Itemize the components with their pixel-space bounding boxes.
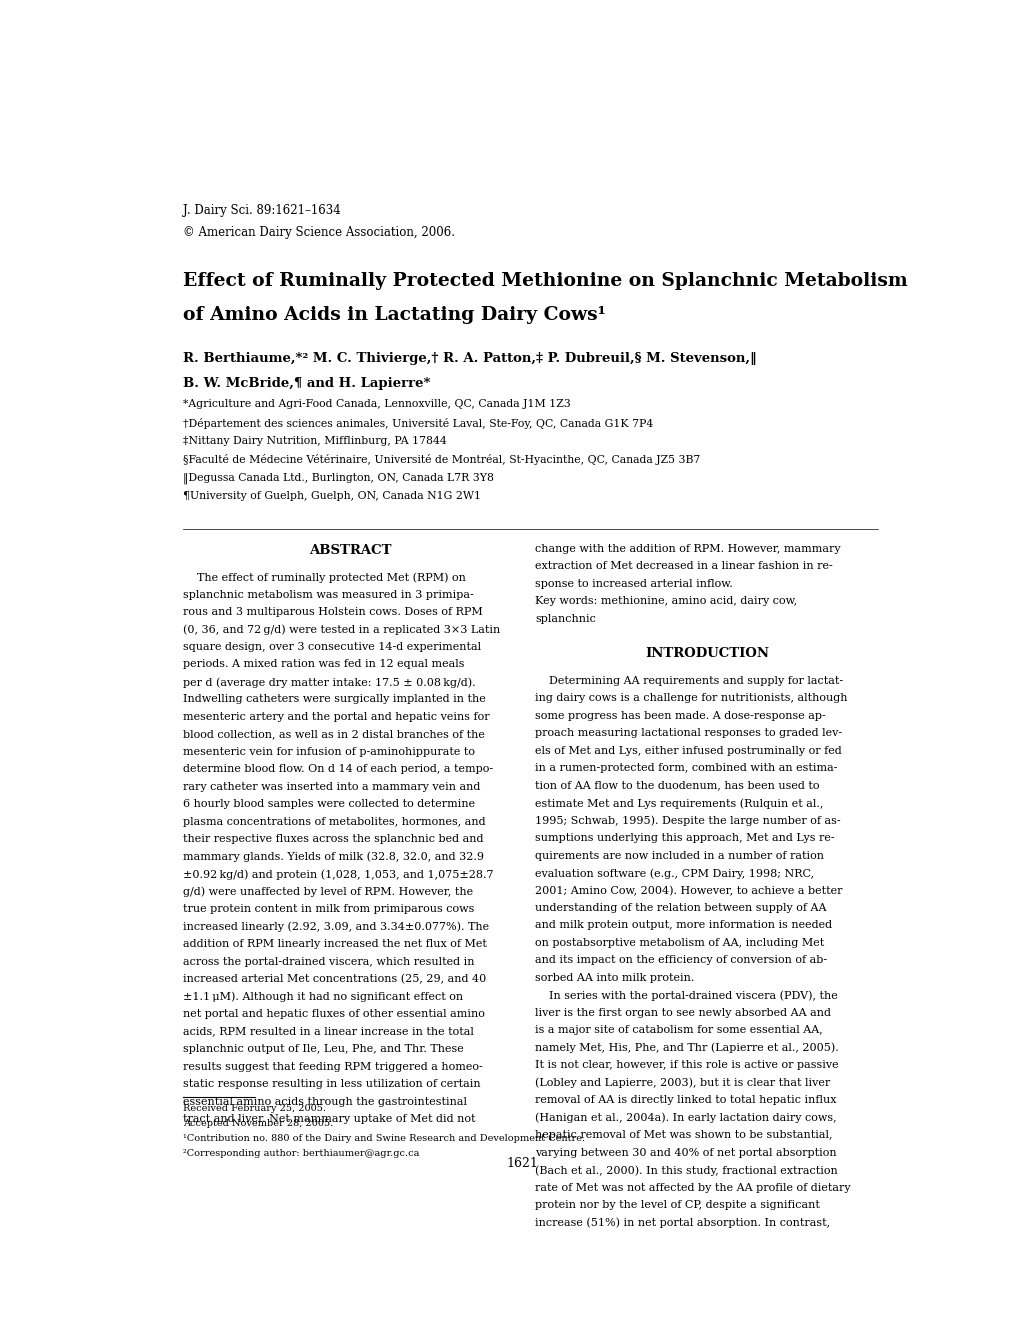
- Text: In series with the portal-drained viscera (PDV), the: In series with the portal-drained viscer…: [535, 990, 838, 1001]
- Text: splanchnic: splanchnic: [535, 614, 596, 623]
- Text: (Hanigan et al., 2004a). In early lactation dairy cows,: (Hanigan et al., 2004a). In early lactat…: [535, 1113, 837, 1123]
- Text: splanchnic metabolism was measured in 3 primipa-: splanchnic metabolism was measured in 3 …: [182, 590, 473, 599]
- Text: results suggest that feeding RPM triggered a homeo-: results suggest that feeding RPM trigger…: [182, 1061, 482, 1072]
- Text: §Faculté de Médecine Vétérinaire, Université de Montréal, St-Hyacinthe, QC, Cana: §Faculté de Médecine Vétérinaire, Univer…: [182, 454, 699, 465]
- Text: extraction of Met decreased in a linear fashion in re-: extraction of Met decreased in a linear …: [535, 561, 833, 572]
- Text: ing dairy cows is a challenge for nutritionists, although: ing dairy cows is a challenge for nutrit…: [535, 693, 847, 704]
- Text: tract and liver. Net mammary uptake of Met did not: tract and liver. Net mammary uptake of M…: [182, 1114, 475, 1125]
- Text: Key words: methionine, amino acid, dairy cow,: Key words: methionine, amino acid, dairy…: [535, 597, 797, 606]
- Text: 1995; Schwab, 1995). Despite the large number of as-: 1995; Schwab, 1995). Despite the large n…: [535, 816, 841, 826]
- Text: 1621: 1621: [506, 1156, 538, 1170]
- Text: rary catheter was inserted into a mammary vein and: rary catheter was inserted into a mammar…: [182, 781, 480, 792]
- Text: ¹Contribution no. 880 of the Dairy and Swine Research and Development Centre.: ¹Contribution no. 880 of the Dairy and S…: [182, 1134, 584, 1143]
- Text: The effect of ruminally protected Met (RPM) on: The effect of ruminally protected Met (R…: [182, 572, 466, 582]
- Text: 6 hourly blood samples were collected to determine: 6 hourly blood samples were collected to…: [182, 800, 475, 809]
- Text: true protein content in milk from primiparous cows: true protein content in milk from primip…: [182, 904, 474, 915]
- Text: splanchnic output of Ile, Leu, Phe, and Thr. These: splanchnic output of Ile, Leu, Phe, and …: [182, 1044, 463, 1055]
- Text: sumptions underlying this approach, Met and Lys re-: sumptions underlying this approach, Met …: [535, 833, 835, 843]
- Text: understanding of the relation between supply of AA: understanding of the relation between su…: [535, 903, 826, 913]
- Text: varying between 30 and 40% of net portal absorption: varying between 30 and 40% of net portal…: [535, 1148, 837, 1158]
- Text: periods. A mixed ration was fed in 12 equal meals: periods. A mixed ration was fed in 12 eq…: [182, 660, 464, 669]
- Text: Effect of Ruminally Protected Methionine on Splanchnic Metabolism: Effect of Ruminally Protected Methionine…: [182, 272, 907, 290]
- Text: (Bach et al., 2000). In this study, fractional extraction: (Bach et al., 2000). In this study, frac…: [535, 1166, 838, 1176]
- Text: Received February 25, 2005.: Received February 25, 2005.: [182, 1104, 325, 1113]
- Text: essential amino acids through the gastrointestinal: essential amino acids through the gastro…: [182, 1097, 467, 1106]
- Text: estimate Met and Lys requirements (Rulquin et al.,: estimate Met and Lys requirements (Rulqu…: [535, 799, 823, 809]
- Text: increase (51%) in net portal absorption. In contrast,: increase (51%) in net portal absorption.…: [535, 1217, 829, 1228]
- Text: INTRODUCTION: INTRODUCTION: [644, 647, 768, 660]
- Text: rous and 3 multiparous Holstein cows. Doses of RPM: rous and 3 multiparous Holstein cows. Do…: [182, 607, 482, 616]
- Text: ±0.92 kg/d) and protein (1,028, 1,053, and 1,075±28.7: ±0.92 kg/d) and protein (1,028, 1,053, a…: [182, 870, 493, 880]
- Text: of Amino Acids in Lactating Dairy Cows¹: of Amino Acids in Lactating Dairy Cows¹: [182, 306, 605, 323]
- Text: g/d) were unaffected by level of RPM. However, the: g/d) were unaffected by level of RPM. Ho…: [182, 887, 473, 898]
- Text: ‖Degussa Canada Ltd., Burlington, ON, Canada L7R 3Y8: ‖Degussa Canada Ltd., Burlington, ON, Ca…: [182, 473, 493, 484]
- Text: evaluation software (e.g., CPM Dairy, 1998; NRC,: evaluation software (e.g., CPM Dairy, 19…: [535, 869, 814, 879]
- Text: quirements are now included in a number of ration: quirements are now included in a number …: [535, 850, 823, 861]
- Text: removal of AA is directly linked to total hepatic influx: removal of AA is directly linked to tota…: [535, 1096, 836, 1105]
- Text: ²Corresponding author: berthiaumer@agr.gc.ca: ²Corresponding author: berthiaumer@agr.g…: [182, 1150, 419, 1159]
- Text: Accepted November 28, 2005.: Accepted November 28, 2005.: [182, 1119, 333, 1127]
- Text: ±1.1 μM). Although it had no significant effect on: ±1.1 μM). Although it had no significant…: [182, 991, 463, 1002]
- Text: addition of RPM linearly increased the net flux of Met: addition of RPM linearly increased the n…: [182, 940, 486, 949]
- Text: and its impact on the efficiency of conversion of ab-: and its impact on the efficiency of conv…: [535, 956, 826, 965]
- Text: J. Dairy Sci. 89:1621–1634: J. Dairy Sci. 89:1621–1634: [182, 205, 340, 216]
- Text: B. W. McBride,¶ and H. Lapierre*: B. W. McBride,¶ and H. Lapierre*: [182, 378, 430, 389]
- Text: is a major site of catabolism for some essential AA,: is a major site of catabolism for some e…: [535, 1026, 822, 1035]
- Text: increased arterial Met concentrations (25, 29, and 40: increased arterial Met concentrations (2…: [182, 974, 486, 985]
- Text: R. Berthiaume,*² M. C. Thivierge,† R. A. Patton,‡ P. Dubreuil,§ M. Stevenson,‖: R. Berthiaume,*² M. C. Thivierge,† R. A.…: [182, 351, 756, 364]
- Text: acids, RPM resulted in a linear increase in the total: acids, RPM resulted in a linear increase…: [182, 1027, 473, 1036]
- Text: proach measuring lactational responses to graded lev-: proach measuring lactational responses t…: [535, 729, 842, 738]
- Text: ABSTRACT: ABSTRACT: [309, 544, 391, 557]
- Text: ‡Nittany Dairy Nutrition, Mifflinburg, PA 17844: ‡Nittany Dairy Nutrition, Mifflinburg, P…: [182, 436, 446, 446]
- Text: blood collection, as well as in 2 distal branches of the: blood collection, as well as in 2 distal…: [182, 730, 484, 739]
- Text: some progress has been made. A dose-response ap-: some progress has been made. A dose-resp…: [535, 710, 825, 721]
- Text: namely Met, His, Phe, and Thr (Lapierre et al., 2005).: namely Met, His, Phe, and Thr (Lapierre …: [535, 1043, 839, 1053]
- Text: rate of Met was not affected by the AA profile of dietary: rate of Met was not affected by the AA p…: [535, 1183, 850, 1193]
- Text: protein nor by the level of CP, despite a significant: protein nor by the level of CP, despite …: [535, 1200, 819, 1210]
- Text: on postabsorptive metabolism of AA, including Met: on postabsorptive metabolism of AA, incl…: [535, 939, 823, 948]
- Text: els of Met and Lys, either infused postruminally or fed: els of Met and Lys, either infused postr…: [535, 746, 842, 755]
- Text: square design, over 3 consecutive 14-d experimental: square design, over 3 consecutive 14-d e…: [182, 642, 481, 652]
- Text: 2001; Amino Cow, 2004). However, to achieve a better: 2001; Amino Cow, 2004). However, to achi…: [535, 886, 842, 896]
- Text: *Agriculture and Agri-Food Canada, Lennoxville, QC, Canada J1M 1Z3: *Agriculture and Agri-Food Canada, Lenno…: [182, 399, 570, 409]
- Text: across the portal-drained viscera, which resulted in: across the portal-drained viscera, which…: [182, 957, 474, 966]
- Text: (Lobley and Lapierre, 2003), but it is clear that liver: (Lobley and Lapierre, 2003), but it is c…: [535, 1078, 829, 1089]
- Text: Determining AA requirements and supply for lactat-: Determining AA requirements and supply f…: [535, 676, 843, 686]
- Text: and milk protein output, more information is needed: and milk protein output, more informatio…: [535, 920, 832, 931]
- Text: Indwelling catheters were surgically implanted in the: Indwelling catheters were surgically imp…: [182, 694, 485, 705]
- Text: tion of AA flow to the duodenum, has been used to: tion of AA flow to the duodenum, has bee…: [535, 780, 819, 791]
- Text: per d (average dry matter intake: 17.5 ± 0.08 kg/d).: per d (average dry matter intake: 17.5 ±…: [182, 677, 475, 688]
- Text: change with the addition of RPM. However, mammary: change with the addition of RPM. However…: [535, 544, 841, 553]
- Text: static response resulting in less utilization of certain: static response resulting in less utiliz…: [182, 1078, 480, 1089]
- Text: ¶University of Guelph, Guelph, ON, Canada N1G 2W1: ¶University of Guelph, Guelph, ON, Canad…: [182, 491, 480, 500]
- Text: mesenteric artery and the portal and hepatic veins for: mesenteric artery and the portal and hep…: [182, 711, 489, 722]
- Text: mammary glands. Yields of milk (32.8, 32.0, and 32.9: mammary glands. Yields of milk (32.8, 32…: [182, 851, 483, 862]
- Text: sorbed AA into milk protein.: sorbed AA into milk protein.: [535, 973, 694, 983]
- Text: (0, 36, and 72 g/d) were tested in a replicated 3×3 Latin: (0, 36, and 72 g/d) were tested in a rep…: [182, 624, 499, 635]
- Text: determine blood flow. On d 14 of each period, a tempo-: determine blood flow. On d 14 of each pe…: [182, 764, 492, 775]
- Text: mesenteric vein for infusion of p-aminohippurate to: mesenteric vein for infusion of p-aminoh…: [182, 747, 475, 756]
- Text: net portal and hepatic fluxes of other essential amino: net portal and hepatic fluxes of other e…: [182, 1008, 484, 1019]
- Text: in a rumen-protected form, combined with an estima-: in a rumen-protected form, combined with…: [535, 763, 837, 774]
- Text: †Département des sciences animales, Université Laval, Ste-Foy, QC, Canada G1K 7P: †Département des sciences animales, Univ…: [182, 417, 652, 429]
- Text: sponse to increased arterial inflow.: sponse to increased arterial inflow.: [535, 578, 733, 589]
- Text: their respective fluxes across the splanchnic bed and: their respective fluxes across the splan…: [182, 834, 483, 845]
- Text: plasma concentrations of metabolites, hormones, and: plasma concentrations of metabolites, ho…: [182, 817, 485, 826]
- Text: hepatic removal of Met was shown to be substantial,: hepatic removal of Met was shown to be s…: [535, 1130, 833, 1140]
- Text: increased linearly (2.92, 3.09, and 3.34±0.077%). The: increased linearly (2.92, 3.09, and 3.34…: [182, 921, 488, 932]
- Text: liver is the first organ to see newly absorbed AA and: liver is the first organ to see newly ab…: [535, 1008, 830, 1018]
- Text: © American Dairy Science Association, 2006.: © American Dairy Science Association, 20…: [182, 227, 454, 239]
- Text: It is not clear, however, if this role is active or passive: It is not clear, however, if this role i…: [535, 1060, 839, 1071]
